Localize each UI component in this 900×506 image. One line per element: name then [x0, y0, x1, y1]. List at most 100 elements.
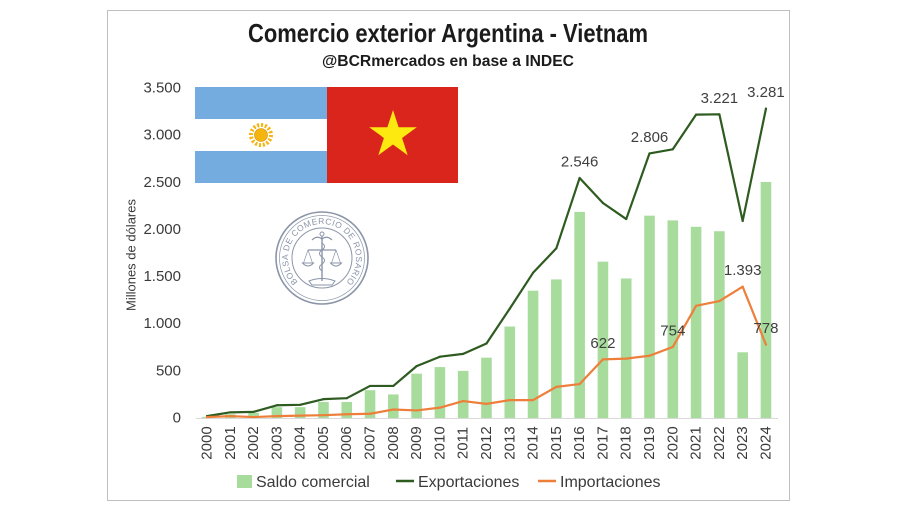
bar-saldo-comercial-2005: [318, 401, 329, 418]
point-importaciones-2015: [555, 385, 558, 388]
bar-saldo-comercial-2023: [737, 352, 748, 418]
x-tick-label-2015: 2015: [548, 426, 565, 459]
point-importaciones-2020: [671, 345, 674, 349]
x-tick-label-2012: 2012: [478, 426, 495, 459]
point-importaciones-2005: [322, 414, 325, 417]
data-label-importaciones-2024: 778: [753, 320, 778, 337]
y-tick-label-0: 0: [173, 410, 181, 427]
point-exportaciones-2020: [671, 148, 674, 151]
point-exportaciones-2001: [229, 411, 232, 414]
point-exportaciones-2014: [531, 271, 535, 274]
x-axis-tick-labels: 2000 2001 2002 2003 2004 2005 2006 2007 2008 2009…: [199, 426, 775, 459]
bar-saldo-comercial-2024: [760, 182, 772, 418]
point-exportaciones-2004: [299, 403, 302, 406]
legend-label-saldo-comercial: Saldo comercial: [256, 474, 370, 491]
point-importaciones-2024: [764, 343, 768, 346]
bar-saldo-comercial-2021: [690, 226, 702, 418]
x-tick-label-2003: 2003: [268, 426, 285, 459]
bar-saldo-comercial-2018: [620, 278, 632, 418]
bar-saldo-comercial-2022: [714, 231, 725, 418]
x-tick-label-2016: 2016: [571, 426, 588, 459]
seal-base: [308, 278, 336, 286]
sun-of-may-disc: [254, 128, 268, 142]
point-importaciones-2019: [648, 354, 651, 357]
x-tick-label-2021: 2021: [688, 426, 705, 459]
y-axis-title: Millones de dólares: [124, 199, 139, 312]
data-label-importaciones-2017: 622: [590, 335, 615, 352]
seal-middle-ring: [279, 215, 365, 301]
point-importaciones-2000: [205, 415, 209, 419]
chart-title: Comercio exterior Argentina - Vietnam: [248, 18, 648, 48]
point-importaciones-2012: [485, 402, 488, 405]
point-importaciones-2007: [368, 412, 372, 415]
bar-saldo-comercial-2012: [481, 357, 492, 418]
point-exportaciones-2018: [625, 217, 628, 221]
data-label-importaciones-2020: 754: [660, 322, 685, 339]
x-tick-label-2024: 2024: [757, 426, 774, 459]
argentina-flag-bottom-stripe: [195, 151, 327, 183]
argentina-flag-icon: [195, 87, 327, 183]
x-tick-label-2001: 2001: [222, 426, 239, 459]
point-exportaciones-2017: [601, 201, 605, 205]
point-importaciones-2004: [299, 414, 302, 417]
x-tick-label-2006: 2006: [338, 426, 355, 459]
point-exportaciones-2019: [648, 152, 651, 155]
point-exportaciones-2016: [578, 176, 581, 180]
x-tick-label-2007: 2007: [362, 426, 379, 459]
bar-saldo-comercial-2019: [644, 215, 655, 418]
bar-saldo-comercial-2006: [341, 401, 353, 418]
x-tick-label-2011: 2011: [455, 427, 472, 459]
y-tick-label-3500: 3.500: [143, 80, 181, 97]
point-importaciones-2022: [718, 299, 721, 303]
y-tick-label-3000: 3.000: [143, 127, 181, 144]
vietnam-flag-icon: [327, 87, 458, 183]
seal-right-pan: [329, 262, 343, 267]
bar-saldo-comercial-2015: [551, 279, 562, 418]
vietnam-flag-star: [369, 110, 417, 156]
point-importaciones-2001: [229, 415, 232, 418]
x-tick-label-2009: 2009: [408, 426, 425, 459]
data-label-exportaciones-2022: 3.221: [701, 90, 739, 107]
bar-saldo-comercial-2014: [527, 290, 539, 418]
point-exportaciones-2022: [718, 113, 721, 116]
point-exportaciones-2006: [345, 397, 348, 400]
point-exportaciones-2011: [462, 352, 465, 355]
point-exportaciones-2009: [415, 365, 418, 368]
bar-saldo-comercial-2020: [667, 220, 679, 418]
point-exportaciones-2023: [741, 219, 744, 223]
legend-label-exportaciones: Exportaciones: [418, 474, 519, 491]
point-importaciones-2008: [392, 408, 395, 411]
x-tick-label-2019: 2019: [641, 426, 658, 459]
bar-saldo-comercial-2010: [434, 367, 446, 418]
x-tick-label-2018: 2018: [618, 426, 635, 459]
point-importaciones-2003: [275, 415, 278, 418]
seal-inner-ring: [291, 227, 353, 289]
x-tick-label-2010: 2010: [431, 426, 448, 459]
point-importaciones-2021: [694, 304, 698, 307]
data-label-exportaciones-2024: 3.281: [747, 84, 785, 101]
bar-saldo-comercial-2007: [364, 390, 376, 418]
point-importaciones-2016: [578, 382, 581, 386]
point-exportaciones-2002: [252, 410, 255, 413]
seal-serpent: [319, 242, 325, 272]
point-importaciones-2006: [345, 413, 348, 416]
point-exportaciones-2015: [555, 247, 558, 250]
x-tick-label-2014: 2014: [525, 426, 542, 459]
point-importaciones-2009: [415, 409, 418, 412]
legend-swatch-saldo-comercial: [237, 475, 252, 488]
argentina-flag-top-stripe: [195, 87, 327, 119]
y-tick-label-1500: 1.500: [143, 268, 181, 285]
point-importaciones-2023: [741, 285, 744, 288]
x-tick-label-2017: 2017: [594, 426, 611, 459]
bar-saldo-comercial-2002: [248, 412, 259, 418]
bar-saldo-comercial-2011: [457, 370, 469, 418]
line-series: [205, 107, 768, 419]
x-tick-label-2002: 2002: [245, 426, 262, 459]
legend-label-importaciones: Importaciones: [560, 474, 661, 491]
bolsa-de-comercio-de-rosario-seal-icon: BOLSA DE COMERCIO DE ROSARIO: [275, 211, 369, 305]
data-label-exportaciones-2016: 2.546: [561, 153, 599, 170]
x-tick-label-2022: 2022: [711, 426, 728, 459]
seal-left-pan-strings: [303, 249, 313, 264]
x-tick-label-2023: 2023: [734, 426, 751, 459]
